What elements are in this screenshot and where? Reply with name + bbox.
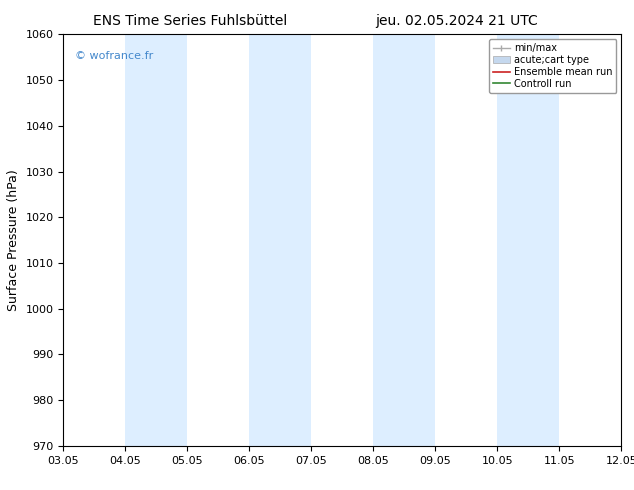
Bar (249, 34, 311, 446)
Bar (126, 34, 188, 446)
Y-axis label: Surface Pressure (hPa): Surface Pressure (hPa) (7, 169, 20, 311)
Bar (497, 34, 559, 446)
Bar (373, 34, 436, 446)
Text: jeu. 02.05.2024 21 UTC: jeu. 02.05.2024 21 UTC (375, 14, 538, 28)
Legend: min/max, acute;cart type, Ensemble mean run, Controll run: min/max, acute;cart type, Ensemble mean … (489, 39, 616, 93)
Text: ENS Time Series Fuhlsbüttel: ENS Time Series Fuhlsbüttel (93, 14, 287, 28)
Text: © wofrance.fr: © wofrance.fr (75, 51, 153, 61)
Bar (621, 34, 634, 446)
